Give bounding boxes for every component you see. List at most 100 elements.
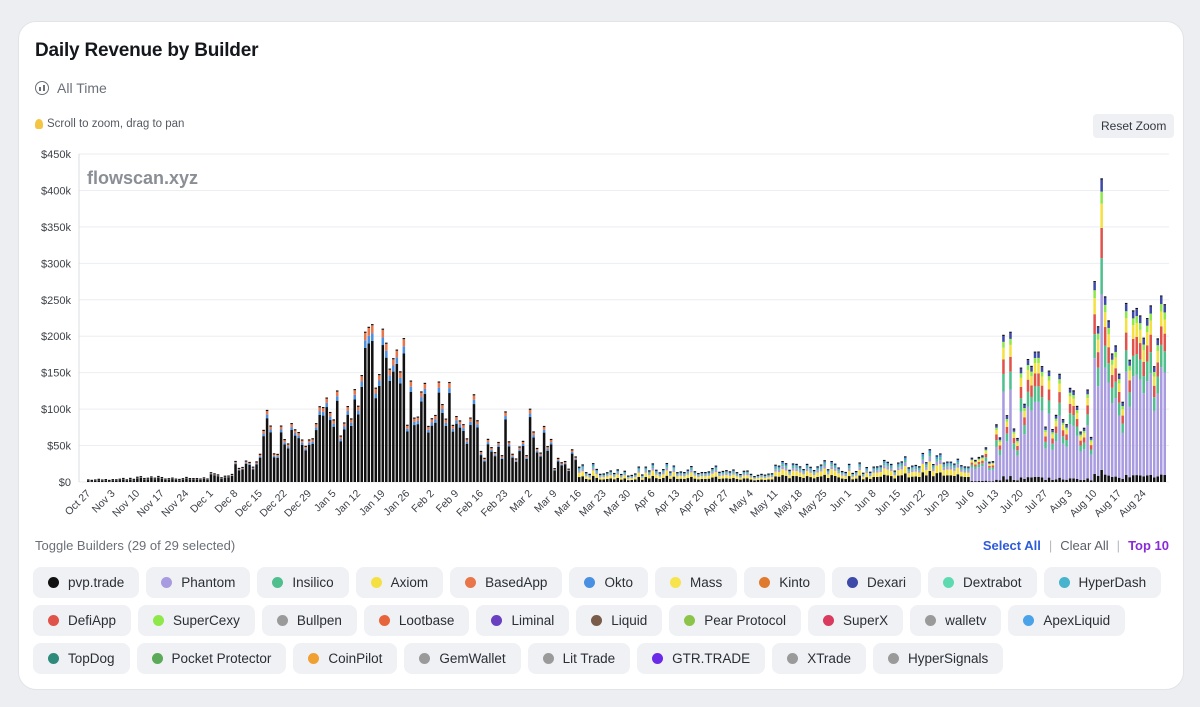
select-all-button[interactable]: Select All <box>982 538 1041 553</box>
builder-chip[interactable]: ApexLiquid <box>1008 605 1126 636</box>
builder-chip[interactable]: Dexari <box>832 567 922 598</box>
bar-segment <box>949 475 953 482</box>
builder-chip[interactable]: Liquid <box>576 605 663 636</box>
builder-chip[interactable]: Lit Trade <box>527 643 631 674</box>
bar-cap <box>904 456 907 458</box>
bar-segment <box>767 477 770 480</box>
builder-chip[interactable]: Phantom <box>146 567 251 598</box>
x-tick-label: Apr 13 <box>652 488 682 518</box>
builder-chip[interactable]: SuperX <box>808 605 904 636</box>
bar-segment <box>721 472 725 474</box>
builder-chip[interactable]: walletv <box>910 605 1002 636</box>
bar-segment <box>1131 338 1135 356</box>
bar-segment <box>619 477 623 480</box>
builder-chip[interactable]: Mass <box>654 567 738 598</box>
reset-zoom-button[interactable]: Reset Zoom <box>1093 114 1175 138</box>
builder-chip[interactable]: BasedApp <box>450 567 563 598</box>
builder-chip[interactable]: TopDog <box>33 643 130 674</box>
builder-chip[interactable]: pvp.trade <box>33 567 140 598</box>
builder-chip[interactable]: Pear Protocol <box>669 605 802 636</box>
bar-segment <box>1033 401 1037 477</box>
bar-segment <box>686 474 690 479</box>
bar-segment <box>1058 392 1061 403</box>
bar-segment <box>567 469 570 471</box>
bar-segment <box>970 460 974 463</box>
bar-segment <box>1023 434 1026 479</box>
builder-chip[interactable]: Axiom <box>355 567 444 598</box>
bar-segment <box>605 478 609 482</box>
bar-segment <box>1054 426 1058 434</box>
builder-chip[interactable]: Okto <box>569 567 648 598</box>
bar-segment <box>1054 418 1058 422</box>
bar-segment <box>1128 365 1131 371</box>
bar-segment <box>293 430 297 434</box>
bar-segment <box>1002 391 1005 477</box>
bar-segment <box>360 386 364 482</box>
stacked-bar-chart[interactable]: $0$50k$100k$150k$200k$250k$300k$350k$400… <box>19 142 1185 542</box>
bar-segment <box>609 478 612 482</box>
bar-segment <box>907 469 911 472</box>
bar-segment <box>1142 344 1145 351</box>
bar-cap <box>977 456 981 459</box>
bar-segment <box>977 458 981 460</box>
bar-segment <box>735 474 739 476</box>
bar-segment <box>851 479 854 482</box>
bar-cap <box>1149 305 1152 307</box>
builder-chip[interactable]: Lootbase <box>363 605 470 636</box>
builder-chip[interactable]: GTR.TRADE <box>637 643 766 674</box>
builder-chip[interactable]: DefiApp <box>33 605 132 636</box>
bar-segment <box>728 475 732 479</box>
top-10-button[interactable]: Top 10 <box>1128 538 1169 553</box>
builder-chip[interactable]: Liminal <box>476 605 570 636</box>
bar-cap <box>476 420 479 422</box>
bar-segment <box>861 479 865 482</box>
builder-chip[interactable]: Dextrabot <box>928 567 1037 598</box>
builder-chip[interactable]: HyperDash <box>1043 567 1162 598</box>
bar-cap <box>630 474 634 477</box>
bar-segment <box>1149 352 1152 374</box>
builder-chip[interactable]: Pocket Protector <box>136 643 287 674</box>
bar-segment <box>504 412 507 417</box>
bar-cap <box>858 462 861 464</box>
bar-cap <box>833 463 837 465</box>
builder-chip[interactable]: XTrade <box>772 643 866 674</box>
builder-chip[interactable]: Bullpen <box>261 605 357 636</box>
bar-segment <box>627 476 630 478</box>
bar-segment <box>805 466 809 469</box>
builder-chip[interactable]: GemWallet <box>404 643 521 674</box>
builder-chip[interactable]: SuperCexy <box>138 605 255 636</box>
bar-segment <box>1072 478 1075 482</box>
bar-cap <box>160 476 164 479</box>
bar-segment <box>644 472 648 478</box>
bar-cap <box>700 471 704 474</box>
bar-segment <box>399 383 402 482</box>
bar-segment <box>500 457 504 459</box>
bar-segment <box>1082 428 1086 432</box>
bar-segment <box>1058 415 1061 478</box>
builder-chip[interactable]: Kinto <box>744 567 825 598</box>
bar-segment <box>619 476 623 478</box>
bar-segment <box>882 465 886 469</box>
builder-chip[interactable]: HyperSignals <box>872 643 1004 674</box>
bar-segment <box>893 472 897 474</box>
bar-segment <box>1142 361 1145 377</box>
bar-segment <box>283 440 286 443</box>
chart-icon <box>35 81 49 95</box>
bar-cap <box>851 472 854 475</box>
clear-all-button[interactable]: Clear All <box>1060 538 1109 553</box>
bar-segment <box>423 388 427 394</box>
builder-chip[interactable]: CoinPilot <box>293 643 398 674</box>
bar-segment <box>353 399 357 482</box>
bar-segment <box>402 353 406 482</box>
bar-segment <box>528 417 532 482</box>
bar-cap <box>465 438 469 440</box>
bar-segment <box>1138 329 1142 344</box>
bar-cap <box>627 475 630 477</box>
bar-segment <box>697 475 700 477</box>
bar-cap <box>1068 387 1072 389</box>
bar-cap <box>385 342 388 344</box>
bar-segment <box>630 477 634 479</box>
builder-chip[interactable]: Insilico <box>257 567 349 598</box>
time-range[interactable]: All Time <box>35 80 107 96</box>
bar-segment <box>791 468 795 471</box>
